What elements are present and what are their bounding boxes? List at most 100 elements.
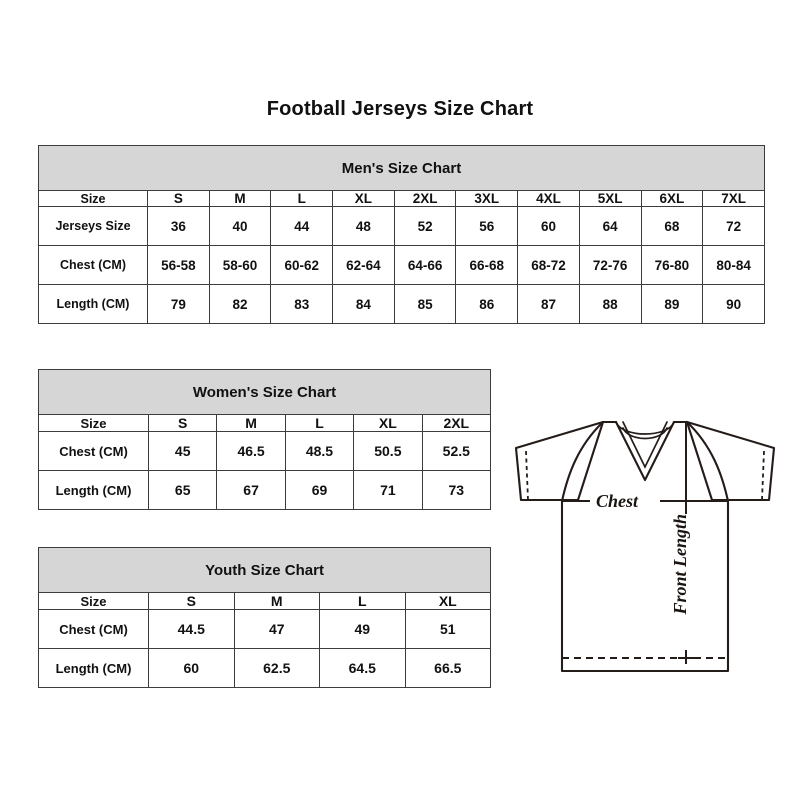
- column-header-size: Size: [38, 592, 149, 610]
- table-cell: 72: [702, 206, 765, 246]
- column-header-size: Size: [38, 190, 148, 207]
- row-label-jerseys-size: Jerseys Size: [38, 206, 148, 246]
- table-cell: 48: [332, 206, 395, 246]
- vneck-collar-band: [622, 421, 668, 469]
- table-caption-row: Women's Size Chart: [38, 369, 491, 415]
- row-label-chest: Chest (CM): [38, 431, 149, 471]
- table-cell: 84: [332, 284, 395, 324]
- table-cell: 87: [517, 284, 580, 324]
- row-label-length: Length (CM): [38, 470, 149, 510]
- left-sleeve-outline: [514, 420, 605, 502]
- column-header-s: S: [148, 592, 235, 610]
- womens-table-caption: Women's Size Chart: [38, 369, 491, 415]
- table-cell: 65: [147, 470, 218, 510]
- table-cell: 60: [148, 648, 235, 688]
- table-cell: 79: [147, 284, 210, 324]
- table-cell: 60: [517, 206, 580, 246]
- womens-size-table: Women's Size Chart Size S M L XL 2XL Che…: [38, 369, 492, 510]
- column-header-m: M: [233, 592, 320, 610]
- column-header-l: L: [284, 414, 355, 432]
- table-cell: 64: [578, 206, 642, 246]
- chest-label: Chest: [596, 491, 639, 511]
- table-cell: 46.5: [216, 431, 286, 471]
- vneck-outer-outline: [614, 420, 676, 482]
- column-header-6xl: 6XL: [640, 190, 704, 207]
- right-sleeve-hem-dashes: [761, 450, 765, 501]
- row-label-chest: Chest (CM): [38, 609, 149, 649]
- table-cell: 49: [319, 609, 406, 649]
- table-cell: 56: [455, 206, 519, 246]
- table-cell: 67: [216, 470, 286, 510]
- column-header-xl: XL: [404, 592, 492, 610]
- front-length-label: Front Length: [670, 514, 690, 616]
- table-cell: 82: [208, 284, 272, 324]
- right-sleeve-outline: [685, 420, 776, 502]
- right-armhole-curve: [685, 420, 730, 503]
- table-row: Length (CM) 65 67 69 71 73: [38, 470, 492, 510]
- table-cell: 89: [640, 284, 704, 324]
- table-row: Jerseys Size 36 40 44 48 52 56 60 64 68 …: [38, 206, 765, 246]
- column-header-xl: XL: [353, 414, 423, 432]
- table-cell: 56-58: [147, 245, 210, 285]
- table-row: Chest (CM) 44.5 47 49 51: [38, 609, 492, 649]
- table-cell: 76-80: [640, 245, 704, 285]
- table-cell: 58-60: [208, 245, 272, 285]
- table-cell: 68-72: [517, 245, 580, 285]
- table-cell: 80-84: [702, 245, 765, 285]
- column-header-2xl: 2XL: [421, 414, 492, 432]
- table-row: Chest (CM) 45 46.5 48.5 50.5 52.5: [38, 431, 492, 471]
- table-cell: 73: [421, 470, 492, 510]
- table-cell: 69: [284, 470, 355, 510]
- table-cell: 71: [353, 470, 423, 510]
- table-cell: 83: [270, 284, 334, 324]
- torso-outline: [560, 499, 730, 673]
- column-header-s: S: [147, 414, 218, 432]
- youth-size-table: Youth Size Chart Size S M L XL Chest (CM…: [37, 547, 492, 688]
- row-label-length: Length (CM): [38, 284, 148, 324]
- table-cell: 52: [393, 206, 457, 246]
- column-header-m: M: [208, 190, 272, 207]
- table-cell: 64-66: [393, 245, 457, 285]
- table-cell: 72-76: [578, 245, 642, 285]
- column-header-l: L: [319, 592, 406, 610]
- table-row: Length (CM) 79 82 83 84 85 86 87 88 89 9…: [38, 284, 765, 324]
- column-header-m: M: [216, 414, 286, 432]
- column-header-s: S: [147, 190, 210, 207]
- left-sleeve-hem-dashes: [525, 450, 529, 501]
- table-cell: 60-62: [270, 245, 334, 285]
- column-header-l: L: [270, 190, 334, 207]
- table-cell: 44: [270, 206, 334, 246]
- mens-table-caption: Men's Size Chart: [38, 145, 765, 191]
- table-cell: 86: [455, 284, 519, 324]
- table-cell: 36: [147, 206, 210, 246]
- table-header-row: Size S M L XL: [38, 592, 492, 610]
- collar-inner-curve-outer: [615, 421, 675, 435]
- column-header-4xl: 4XL: [517, 190, 580, 207]
- table-cell: 85: [393, 284, 457, 324]
- table-cell: 52.5: [421, 431, 492, 471]
- column-header-size: Size: [38, 414, 149, 432]
- table-cell: 66-68: [455, 245, 519, 285]
- table-cell: 68: [640, 206, 704, 246]
- table-cell: 45: [147, 431, 218, 471]
- table-cell: 62.5: [233, 648, 320, 688]
- table-cell: 62-64: [332, 245, 395, 285]
- table-cell: 51: [404, 609, 492, 649]
- table-cell: 66.5: [404, 648, 492, 688]
- table-cell: 50.5: [353, 431, 423, 471]
- row-label-chest: Chest (CM): [38, 245, 148, 285]
- jersey-measurement-diagram: Chest Front Length: [500, 402, 790, 692]
- table-cell: 90: [702, 284, 765, 324]
- table-cell: 44.5: [148, 609, 235, 649]
- table-cell: 48.5: [284, 431, 355, 471]
- row-label-length: Length (CM): [38, 648, 149, 688]
- table-cell: 64.5: [319, 648, 406, 688]
- column-header-2xl: 2XL: [393, 190, 457, 207]
- table-cell: 47: [233, 609, 320, 649]
- table-row: Length (CM) 60 62.5 64.5 66.5: [38, 648, 492, 688]
- column-header-7xl: 7XL: [702, 190, 765, 207]
- left-armhole-curve: [560, 420, 605, 503]
- column-header-5xl: 5XL: [578, 190, 642, 207]
- collar-inner-curve-inner: [622, 427, 668, 440]
- page-title: Football Jerseys Size Chart: [266, 98, 534, 120]
